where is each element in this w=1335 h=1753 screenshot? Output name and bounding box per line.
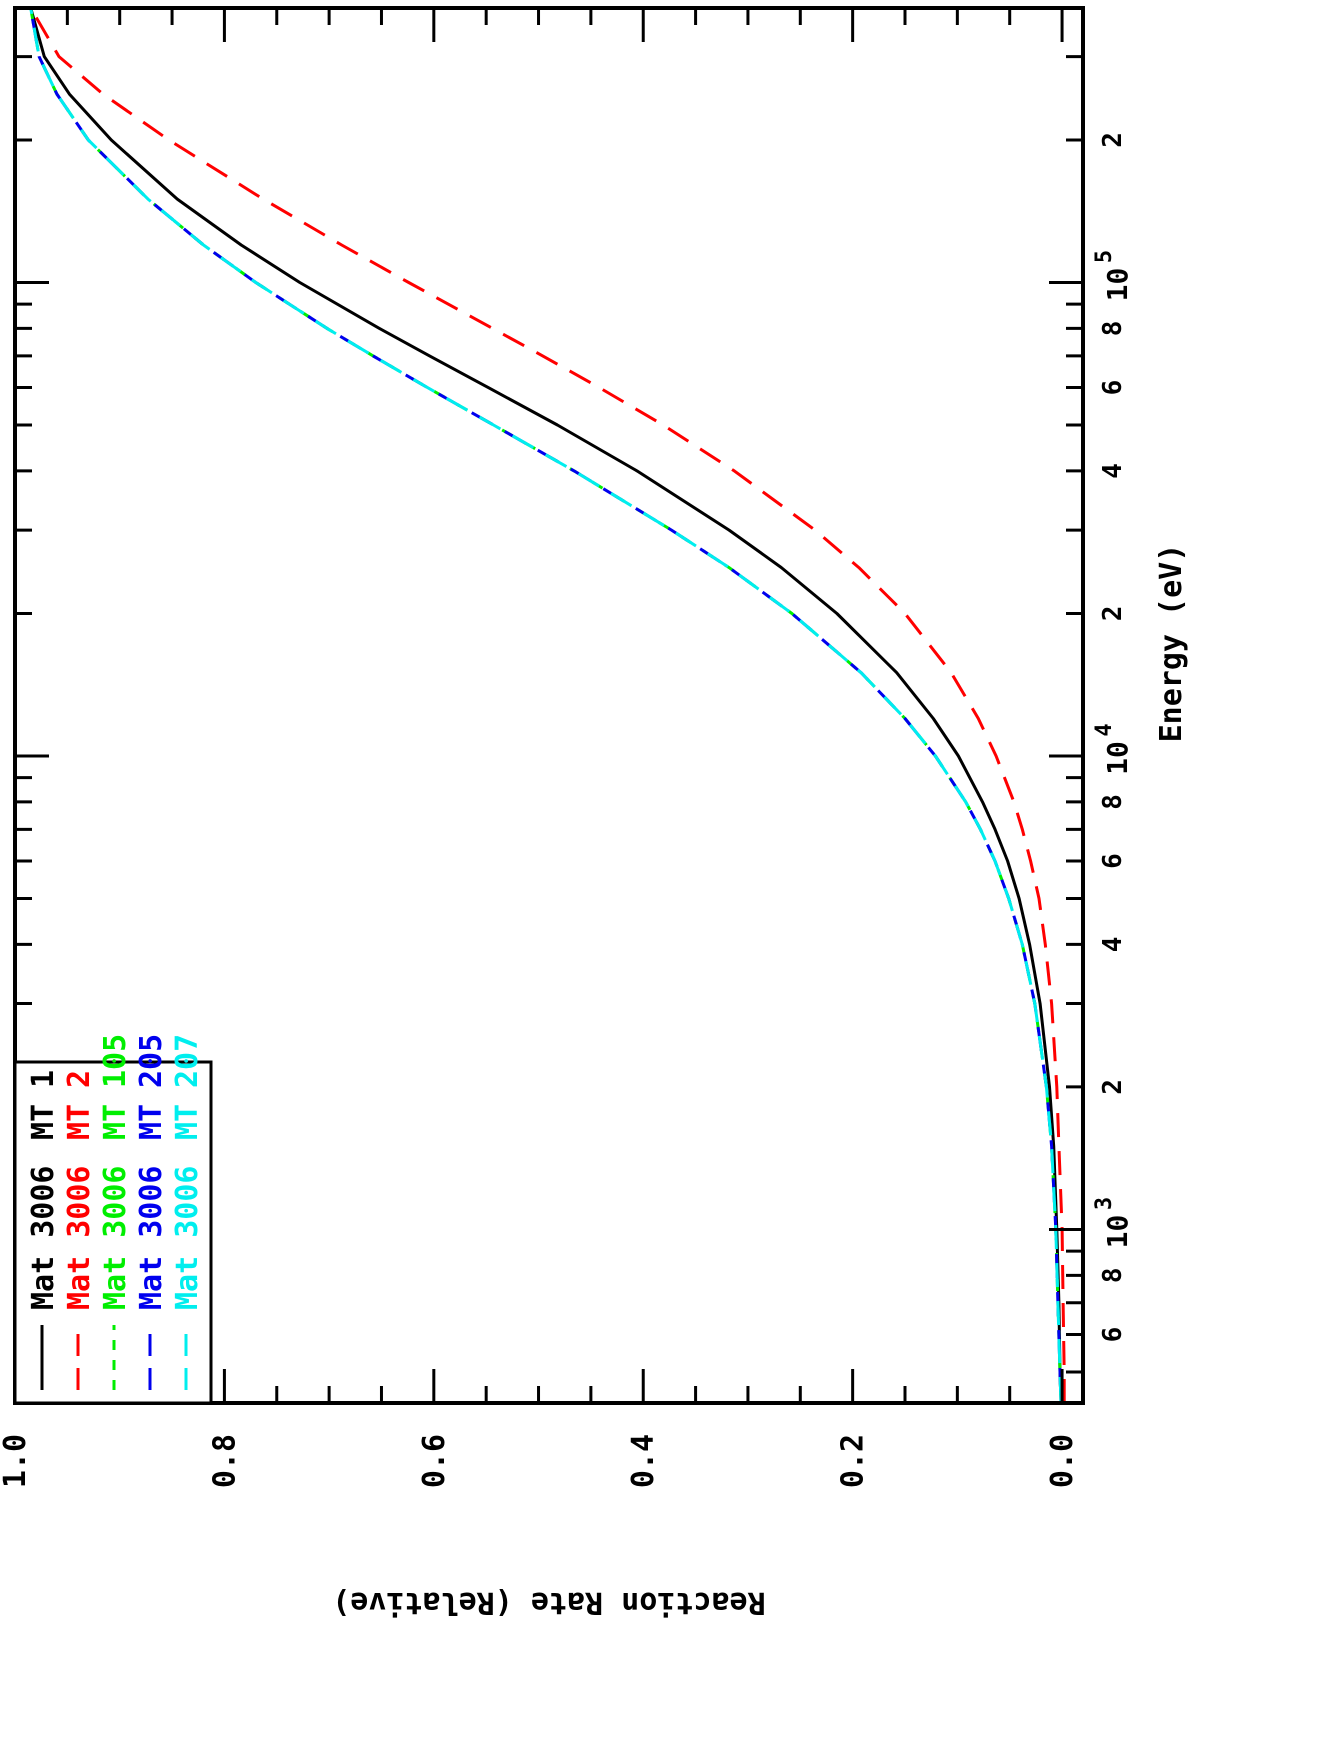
y-tick-label: 0.6 bbox=[417, 1434, 452, 1488]
legend-mt-number: 2 bbox=[62, 1070, 97, 1088]
x-minor-tick-label-group: 6 bbox=[1098, 853, 1128, 869]
legend-mt-number: 205 bbox=[134, 1034, 169, 1088]
y-tick-label: 0.2 bbox=[836, 1434, 871, 1488]
x-minor-tick-label: 8 bbox=[1098, 794, 1128, 810]
x-minor-tick-label: 6 bbox=[1098, 1327, 1128, 1343]
y-tick-label: 1.0 bbox=[0, 1434, 33, 1488]
legend-entry-1: Mat 3006 MT 1 bbox=[26, 1070, 61, 1390]
x-minor-tick-label-group: 2 bbox=[1098, 606, 1128, 622]
legend-mt-number: 1 bbox=[26, 1070, 61, 1088]
x-major-tick-label: 105 bbox=[1092, 250, 1134, 301]
y-tick-label: 0.8 bbox=[207, 1434, 242, 1488]
y-tick-label-group: 1.0 bbox=[0, 1434, 33, 1488]
x-minor-tick-label: 4 bbox=[1098, 937, 1128, 953]
x-minor-tick-label: 6 bbox=[1098, 853, 1128, 869]
series-line-2 bbox=[29, 8, 1066, 1403]
x-minor-tick-label-group: 6 bbox=[1098, 380, 1128, 396]
legend-mat-label: Mat 3006 bbox=[26, 1166, 61, 1311]
legend-entry-105: Mat 3006 MT 105 bbox=[98, 1034, 133, 1390]
y-tick-label: 0.0 bbox=[1045, 1434, 1080, 1488]
x-tick-base: 10 bbox=[1101, 268, 1134, 302]
x-minor-tick-label-group: 4 bbox=[1098, 463, 1128, 479]
legend-entry-207: Mat 3006 MT 207 bbox=[170, 1034, 205, 1390]
y-tick-label-group: 0.6 bbox=[417, 1434, 452, 1488]
axis-titles: Energy (eV) Reaction Rate (Relative) bbox=[332, 544, 1189, 1620]
legend-mt-label: MT bbox=[170, 1104, 205, 1140]
series-line-207 bbox=[29, 8, 1063, 1403]
x-minor-tick-label-group: 6 bbox=[1098, 1327, 1128, 1343]
x-tick-base: 10 bbox=[1101, 741, 1134, 775]
y-axis-title: Reaction Rate (Relative) bbox=[332, 1585, 765, 1620]
legend-label: Mat 3006 MT 205 bbox=[134, 1034, 169, 1310]
legend-mt-number: 207 bbox=[170, 1034, 205, 1088]
x-minor-tick-label-group: 8 bbox=[1098, 794, 1128, 810]
y-tick-label-group: 0.4 bbox=[626, 1434, 661, 1488]
x-minor-tick-label-group: 2 bbox=[1098, 132, 1128, 148]
y-tick-label-group: 0.2 bbox=[836, 1434, 871, 1488]
legend-mat-label: Mat 3006 bbox=[62, 1166, 97, 1311]
series-line-1 bbox=[29, 8, 1063, 1403]
x-major-tick-label: 103 bbox=[1092, 1197, 1134, 1248]
legend-mt-label: MT bbox=[134, 1104, 169, 1140]
x-minor-tick-label: 2 bbox=[1098, 606, 1128, 622]
legend-entry-205: Mat 3006 MT 205 bbox=[134, 1034, 169, 1390]
x-minor-tick-label: 4 bbox=[1098, 463, 1128, 479]
series-group bbox=[29, 8, 1066, 1403]
x-axis-title: Energy (eV) bbox=[1154, 544, 1189, 743]
x-minor-tick-label: 8 bbox=[1098, 321, 1128, 337]
legend-mat-label: Mat 3006 bbox=[170, 1166, 205, 1311]
x-tick-base: 10 bbox=[1101, 1215, 1134, 1249]
legend-mat-label: Mat 3006 bbox=[134, 1166, 169, 1311]
legend-label: Mat 3006 MT 2 bbox=[62, 1070, 97, 1310]
x-tick-exponent: 5 bbox=[1092, 250, 1117, 263]
legend-mt-label: MT bbox=[26, 1104, 61, 1140]
legend-mat-label: Mat 3006 bbox=[98, 1166, 133, 1311]
y-tick-label-group: 0.8 bbox=[207, 1434, 242, 1488]
plot-frame bbox=[13, 6, 1085, 1405]
plot-area bbox=[29, 8, 1066, 1403]
x-minor-tick-label: 2 bbox=[1098, 132, 1128, 148]
x-minor-tick-label-group: 4 bbox=[1098, 937, 1128, 953]
x-minor-tick-label: 2 bbox=[1098, 1079, 1128, 1095]
x-tick-exponent: 3 bbox=[1092, 1197, 1117, 1210]
x-minor-tick-label-group: 2 bbox=[1098, 1079, 1128, 1095]
x-tick-exponent: 4 bbox=[1092, 723, 1117, 736]
x-major-tick-label: 104 bbox=[1092, 723, 1134, 774]
legend-label: Mat 3006 MT 207 bbox=[170, 1034, 205, 1310]
x-minor-tick-label-group: 8 bbox=[1098, 321, 1128, 337]
legend-mt-label: MT bbox=[62, 1104, 97, 1140]
x-minor-tick-label: 8 bbox=[1098, 1268, 1128, 1284]
legend-label: Mat 3006 MT 105 bbox=[98, 1034, 133, 1310]
x-minor-tick-label: 6 bbox=[1098, 380, 1128, 396]
legend-mt-label: MT bbox=[98, 1104, 133, 1140]
legend-entry-2: Mat 3006 MT 2 bbox=[62, 1070, 97, 1390]
y-tick-label: 0.4 bbox=[626, 1434, 661, 1488]
y-tick-label-group: 0.0 bbox=[1045, 1434, 1080, 1488]
legend-label: Mat 3006 MT 1 bbox=[26, 1070, 61, 1310]
x-minor-tick-label-group: 8 bbox=[1098, 1268, 1128, 1284]
legend-mt-number: 105 bbox=[98, 1034, 133, 1088]
